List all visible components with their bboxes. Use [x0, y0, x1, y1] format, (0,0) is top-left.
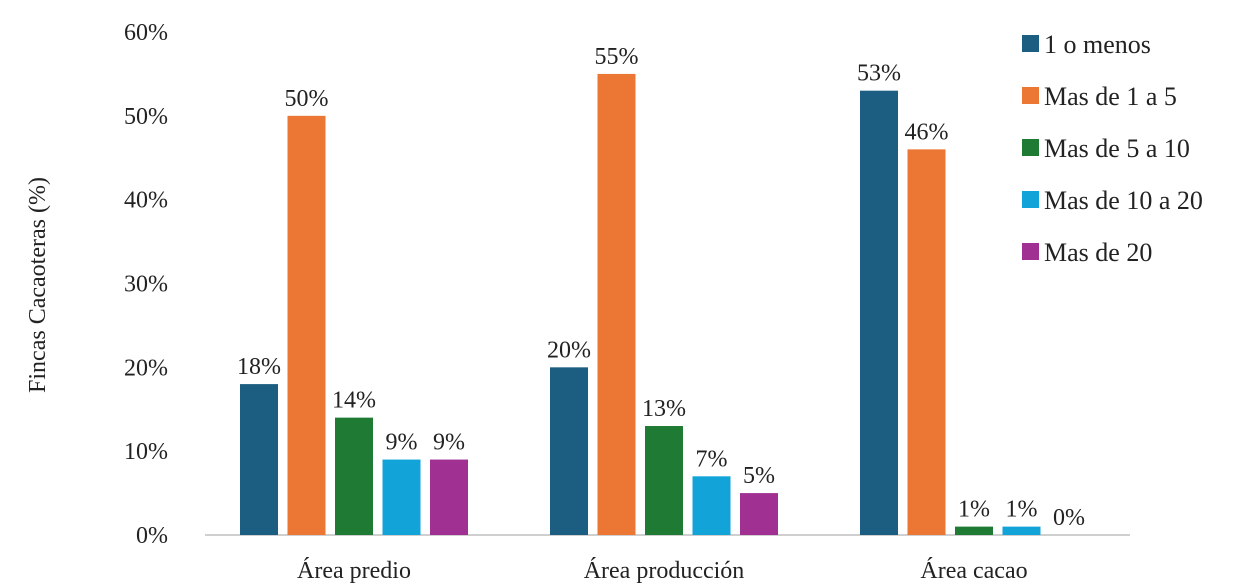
legend-swatch	[1022, 243, 1039, 260]
legend-label: 1 o menos	[1044, 30, 1151, 59]
legend-swatch	[1022, 35, 1039, 52]
data-label: 18%	[237, 354, 281, 380]
bar	[907, 149, 946, 535]
bar	[335, 417, 373, 535]
legend-label: Mas de 20	[1044, 238, 1152, 267]
x-tick-label: Área cacao	[920, 558, 1027, 584]
data-label: 5%	[743, 463, 775, 489]
bar	[1002, 526, 1041, 535]
legend-swatch	[1022, 139, 1039, 156]
y-tick-label: 0%	[136, 523, 168, 549]
data-label: 1%	[1006, 497, 1038, 523]
data-label: 46%	[905, 119, 949, 145]
data-label: 14%	[332, 388, 376, 414]
y-tick-label: 60%	[124, 20, 168, 46]
data-label: 1%	[958, 497, 990, 523]
data-label: 0%	[1053, 505, 1085, 531]
bar	[287, 115, 326, 535]
y-tick-label: 10%	[124, 439, 168, 465]
data-label: 53%	[857, 61, 901, 87]
y-axis-ticks: 0% 10% 20% 30% 40% 50% 60%	[124, 20, 168, 549]
data-label: 20%	[547, 337, 591, 363]
legend-label: Mas de 10 a 20	[1044, 186, 1203, 215]
bar	[597, 73, 636, 536]
x-tick-label: Área predio	[297, 558, 411, 584]
bar	[550, 367, 588, 535]
x-tick-label: Área producción	[584, 558, 745, 584]
legend-swatch	[1022, 87, 1039, 104]
legend-label: Mas de 5 a 10	[1044, 134, 1190, 163]
data-label: 7%	[696, 446, 728, 472]
bar	[382, 459, 421, 535]
y-axis-title: Fincas Cacaoteras (%)	[25, 177, 51, 393]
y-tick-label: 30%	[124, 272, 168, 298]
legend-swatch	[1022, 191, 1039, 208]
bar	[645, 426, 683, 535]
data-label: 9%	[386, 430, 418, 456]
legend: 1 o menos Mas de 1 a 5 Mas de 5 a 10 Mas de…	[1022, 30, 1203, 267]
data-label: 9%	[433, 430, 465, 456]
y-tick-label: 50%	[124, 104, 168, 130]
bar	[430, 459, 468, 535]
bar	[740, 493, 778, 535]
bar	[692, 476, 731, 535]
x-axis-ticks: Área predio Área producción Área cacao	[297, 558, 1028, 584]
data-label: 50%	[285, 86, 329, 112]
y-tick-label: 20%	[124, 355, 168, 381]
bar	[955, 526, 993, 535]
legend-label: Mas de 1 a 5	[1044, 82, 1177, 111]
bars-group	[240, 73, 1041, 536]
data-labels-group: 18% 50% 14% 9% 9% 20% 55% 13% 7% 5% 53% 46% 1% 1% 0%	[237, 44, 1085, 531]
bar	[240, 384, 278, 535]
y-tick-label: 40%	[124, 188, 168, 214]
bar	[860, 90, 898, 535]
data-label: 55%	[595, 44, 639, 70]
data-label: 13%	[642, 396, 686, 422]
